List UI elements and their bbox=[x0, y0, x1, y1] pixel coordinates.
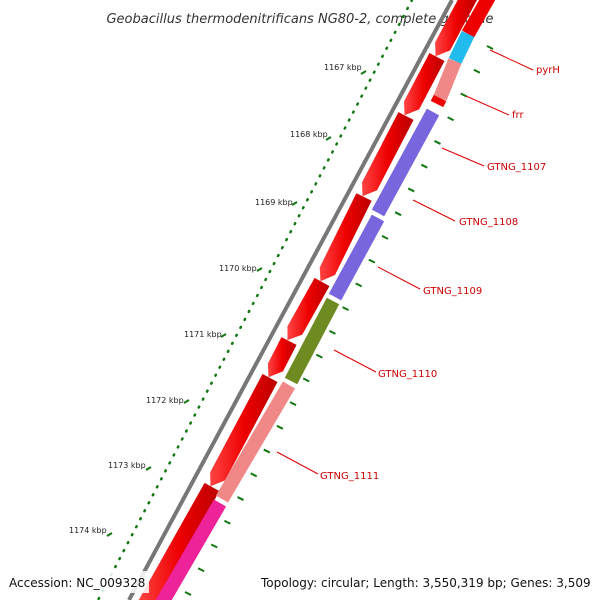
tick-mark bbox=[325, 136, 332, 141]
tick-label: 1169 kbp bbox=[255, 198, 293, 207]
inner-tick-mark bbox=[447, 116, 455, 122]
tick-labels: 1167 kbp 1168 kbp 1169 kbp 1170 kbp 1171… bbox=[69, 63, 367, 537]
topology-box bbox=[254, 571, 598, 593]
gene-gtng-1107-band bbox=[371, 108, 440, 217]
inner-tick-mark bbox=[342, 306, 350, 312]
tick-mark bbox=[106, 532, 113, 537]
tick-label: 1171 kbp bbox=[184, 330, 222, 339]
gene-label-gtng-1110: GTNG_1110 bbox=[378, 369, 437, 380]
map-title: Geobacillus thermodenitrificans NG80-2, … bbox=[106, 12, 493, 27]
inner-tick-mark bbox=[407, 187, 415, 193]
tick-label: 1174 kbp bbox=[69, 526, 107, 535]
tick-label: 1172 kbp bbox=[146, 396, 184, 405]
gene-label-leader bbox=[489, 49, 534, 71]
tick-mark bbox=[220, 333, 227, 338]
forward-gene-arrow bbox=[435, 0, 477, 57]
forward-gene-arrow bbox=[361, 112, 414, 197]
inner-tick-mark bbox=[315, 353, 323, 359]
tick-mark bbox=[360, 70, 367, 75]
footer: Accession: NC_009328 Topology: circular;… bbox=[2, 571, 598, 593]
inner-tick-mark bbox=[460, 92, 468, 98]
topology-text: Topology: circular; Length: 3,550,319 bp… bbox=[260, 576, 591, 590]
inner-tick-mark bbox=[276, 424, 284, 430]
gene-labels: pyrH frr GTNG_1107 GTNG_1108 GTNG_1109 G… bbox=[276, 49, 560, 482]
forward-gene-arrow bbox=[404, 53, 445, 116]
inner-tick-mark bbox=[434, 140, 441, 145]
inner-tick-mark bbox=[473, 68, 481, 74]
gene-label-leader bbox=[441, 147, 485, 167]
forward-gene-arrow bbox=[287, 277, 330, 341]
tick-label: 1170 kbp bbox=[219, 264, 257, 273]
tick-mark bbox=[291, 201, 298, 206]
gene-gtng-1110-band bbox=[284, 297, 340, 385]
gene-label-gtng-1108: GTNG_1108 bbox=[459, 217, 518, 228]
accession-box bbox=[2, 571, 149, 593]
gene-label-leader bbox=[465, 95, 510, 116]
gene-gtng-1109-band bbox=[328, 214, 385, 301]
gene-label-leader bbox=[412, 199, 456, 222]
outer-dotted-guide bbox=[96, 0, 414, 600]
forward-gene-arrow bbox=[319, 193, 372, 282]
reverse-strand-genes bbox=[155, 0, 496, 600]
inner-tick-mark bbox=[368, 258, 376, 264]
inner-tick-mark bbox=[289, 401, 297, 406]
accession-text: Accession: NC_009328 bbox=[9, 576, 145, 590]
gene-frr-band bbox=[433, 58, 462, 101]
gene-label-leader bbox=[276, 451, 319, 475]
gene-label-pyrh: pyrH bbox=[536, 65, 560, 76]
inner-tick-mark bbox=[355, 282, 363, 288]
inner-tick-mark bbox=[184, 591, 192, 596]
gene-label-frr: frr bbox=[512, 110, 524, 121]
inner-tick-mark bbox=[328, 329, 336, 335]
inner-tick-mark bbox=[381, 235, 389, 240]
tick-label: 1173 kbp bbox=[108, 461, 146, 470]
inner-tick-mark bbox=[302, 377, 310, 383]
gene-label-gtng-1107: GTNG_1107 bbox=[487, 162, 546, 173]
inner-tick-mark bbox=[223, 519, 231, 525]
inner-tick-mark bbox=[197, 567, 205, 573]
backbone-ring bbox=[127, 0, 454, 600]
tick-label: 1168 kbp bbox=[290, 130, 328, 139]
forward-gene-arrow bbox=[138, 482, 220, 600]
reverse-gene-red bbox=[430, 94, 447, 108]
tick-mark bbox=[256, 267, 263, 272]
gene-label-gtng-1111: GTNG_1111 bbox=[320, 471, 379, 482]
inner-tick-mark bbox=[250, 472, 258, 478]
inner-tick-mark bbox=[237, 496, 244, 501]
forward-gene-arrow bbox=[267, 337, 297, 378]
gene-label-leader bbox=[333, 349, 377, 373]
gene-pyrh-band bbox=[448, 30, 475, 65]
inner-tick-mark bbox=[420, 163, 428, 169]
gene-gtng-1111-band bbox=[215, 381, 296, 503]
tick-mark bbox=[145, 466, 152, 471]
inner-tick-mark bbox=[486, 45, 494, 50]
reverse-gene-magenta bbox=[155, 499, 227, 600]
inner-tick-marks bbox=[184, 45, 494, 596]
inner-tick-mark bbox=[263, 448, 271, 454]
inner-tick-mark bbox=[394, 211, 402, 217]
reverse-gene-red bbox=[461, 0, 496, 38]
gene-label-gtng-1109: GTNG_1109 bbox=[423, 286, 482, 297]
tick-label: 1167 kbp bbox=[324, 63, 362, 72]
inner-tick-mark bbox=[210, 543, 218, 549]
forward-gene-arrow bbox=[210, 374, 278, 487]
tick-mark bbox=[183, 399, 190, 404]
forward-strand-genes bbox=[138, 0, 477, 600]
gene-label-leader bbox=[377, 266, 421, 290]
